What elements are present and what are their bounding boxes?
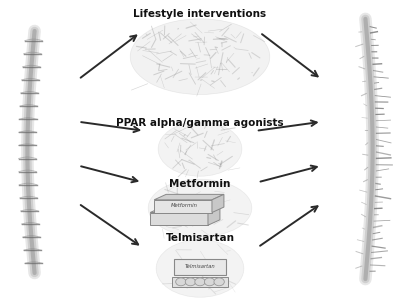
Text: Metformin: Metformin xyxy=(169,179,231,189)
Ellipse shape xyxy=(148,179,252,237)
Circle shape xyxy=(176,278,186,286)
Polygon shape xyxy=(174,258,226,275)
Polygon shape xyxy=(172,277,228,287)
Text: Telmisartan: Telmisartan xyxy=(185,264,215,269)
Polygon shape xyxy=(154,200,212,212)
Polygon shape xyxy=(212,194,224,212)
Ellipse shape xyxy=(158,122,242,176)
Text: Metformin: Metformin xyxy=(170,203,198,208)
Text: PPAR alpha/gamma agonists: PPAR alpha/gamma agonists xyxy=(116,118,284,128)
Ellipse shape xyxy=(130,19,270,95)
Polygon shape xyxy=(150,212,208,225)
Circle shape xyxy=(214,278,224,286)
Text: Telmisartan: Telmisartan xyxy=(166,233,234,243)
Polygon shape xyxy=(154,194,224,200)
Ellipse shape xyxy=(156,240,244,297)
Circle shape xyxy=(195,278,205,286)
Circle shape xyxy=(204,278,215,286)
Polygon shape xyxy=(208,207,220,225)
Text: Lifestyle interventions: Lifestyle interventions xyxy=(134,9,266,19)
Circle shape xyxy=(185,278,196,286)
Polygon shape xyxy=(150,207,220,212)
